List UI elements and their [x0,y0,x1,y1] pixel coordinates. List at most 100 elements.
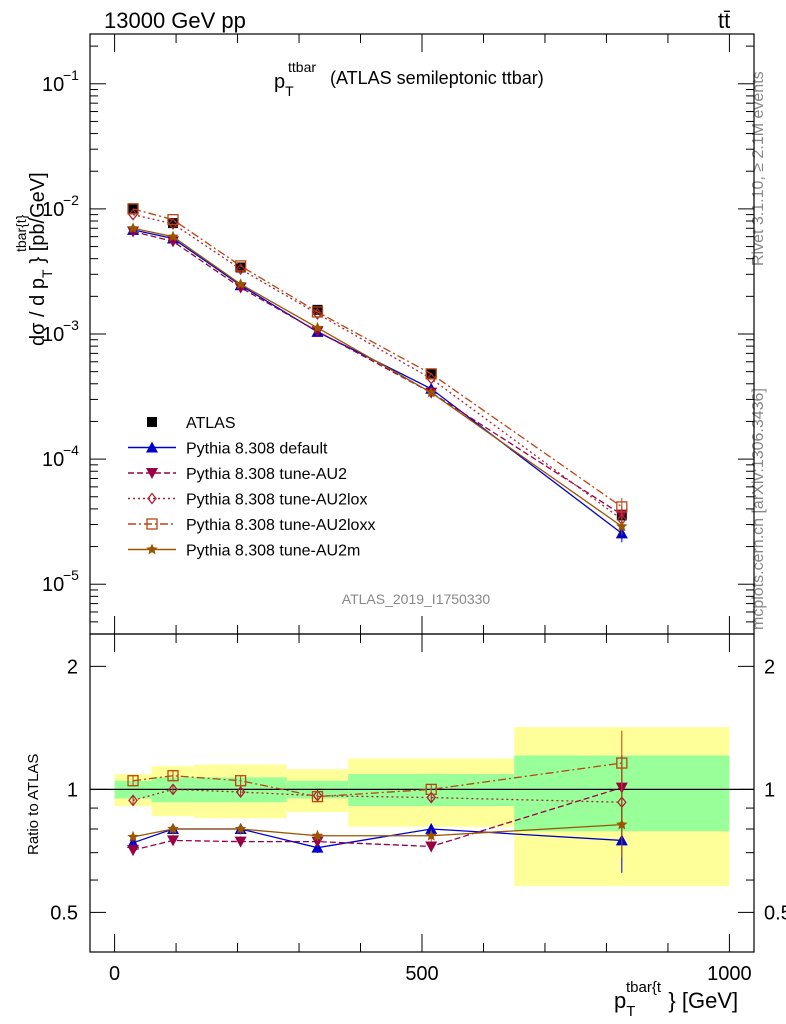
data-point [128,203,139,214]
data-point [167,214,179,226]
legend-label: Pythia 8.308 default [186,441,328,458]
ratio-point [425,829,437,841]
data-point [311,321,324,333]
series-line [132,230,623,516]
main-ytick-exponent: −4 [63,442,79,458]
main-ytick-label: 10 [42,74,64,96]
ratio-point [167,835,179,847]
data-point [312,307,323,320]
legend-entry: Pythia 8.308 tune-AU2lox [128,492,367,509]
ratio-point [616,818,628,830]
data-point [235,262,246,273]
ratio-point [127,775,139,787]
xaxis-label-sup: tbar{t [626,979,662,996]
main-ytick-exponent: −1 [63,67,79,83]
ratio-point [234,823,247,834]
chart-layers: 10−110−210−310−410−50.50.5112205001000AT… [42,33,786,985]
legend-label: Pythia 8.308 tune-AU2lox [186,492,367,509]
ratio-series-pythia-8-308-tune-au2m [127,792,628,857]
ratio-point [168,783,178,796]
ratio-point [128,794,138,807]
series-line [132,208,623,508]
ratio-point [425,783,437,796]
legend-label: Pythia 8.308 tune-AU2m [186,543,360,560]
ratio-point [127,836,140,848]
ratio-point [425,841,438,853]
main-ytick-exponent: −3 [63,317,79,333]
main-ytick-label: 10 [42,199,64,221]
analysis-watermark: ATLAS_2019_I1750330 [342,591,491,607]
xtick-label: 500 [405,963,438,985]
ratio-line [132,762,622,798]
legend-label: ATLAS [186,415,236,432]
series-line [132,229,623,534]
main-ytick-label: 10 [42,324,64,346]
data-point [616,520,628,532]
legend: ATLAS Pythia 8.308 default Pythia 8.308 tu… [128,415,375,560]
data-point [425,386,437,398]
ratio-point [311,790,324,803]
ratio-ytick-label-right: 2 [764,656,775,678]
ratio-series-pythia-8-308-tune-au2loxx [127,730,628,803]
legend-marker [147,492,157,505]
legend-entry: Pythia 8.308 default [128,441,328,458]
main-ylabel: dσ / d pT} [pb/GeV] tbar{t} [13,172,55,346]
ratio-point [234,836,247,848]
legend-marker [147,417,157,427]
data-point [234,278,247,290]
main-series-pythia-8-308-tune-au2loxx [127,203,628,516]
main-ytick-label: 10 [42,449,64,471]
plot-title-rest: (ATLAS semileptonic ttbar) [330,68,544,88]
main-ytick-exponent: −5 [63,567,79,583]
ratio-point [311,829,324,841]
legend-marker [146,543,158,555]
data-point [234,260,247,272]
data-point [311,306,324,318]
data-point [168,218,178,229]
legend-label: Pythia 8.308 tune-AU2loxx [186,517,375,534]
data-point [127,203,139,215]
legend-label: Pythia 8.308 tune-AU2 [186,466,347,483]
ratio-point [235,786,246,799]
ratio-point [127,830,139,842]
ratio-point [234,775,247,787]
legend-marker [146,518,158,530]
legend-entry: ATLAS [147,415,236,432]
data-point [426,372,437,385]
svg-text:dσ / d pT} [pb/GeV]: dσ / d pT} [pb/GeV] [27,172,55,346]
ratio-line [132,788,622,803]
legend-marker [146,468,158,479]
legend-entry: Pythia 8.308 tune-AU2loxx [128,517,375,534]
data-point [616,501,628,513]
ratio-point [426,791,437,804]
main-series-pythia-8-308-tune-au2m [127,222,628,536]
data-point [127,222,139,234]
ratio-point [167,770,179,782]
xaxis-label: pT} [GeV] [614,988,738,1020]
ratio-ylabel: Ratio to ATLAS [25,754,42,855]
data-point [425,368,437,380]
main-ytick-exponent: −2 [63,192,79,208]
plot-title: pT [274,71,294,99]
ratio-line [132,823,622,838]
energy-label: 13000 GeV pp [104,8,246,33]
legend-marker [146,441,158,453]
ratio-ytick-label: 2 [67,656,78,678]
legend-entry: Pythia 8.308 tune-AU2 [128,466,347,483]
ratio-point [425,822,438,834]
main-ytick-label: 10 [42,574,64,596]
process-label: tt̄ [718,8,730,33]
series-line [132,213,623,520]
ratio-point [167,823,179,834]
ratio-ytick-label-right: 1 [764,779,775,801]
data-point [235,263,246,276]
ratio-ytick-label: 1 [67,779,78,801]
data-point [167,230,179,242]
ratio-ytick-label: 0.5 [50,902,78,924]
svg-text:tbar{t}: tbar{t} [13,214,29,252]
xtick-label: 0 [109,963,120,985]
ratio-point [616,757,628,769]
xtick-label: 1000 [707,963,752,985]
ratio-point [127,845,140,857]
